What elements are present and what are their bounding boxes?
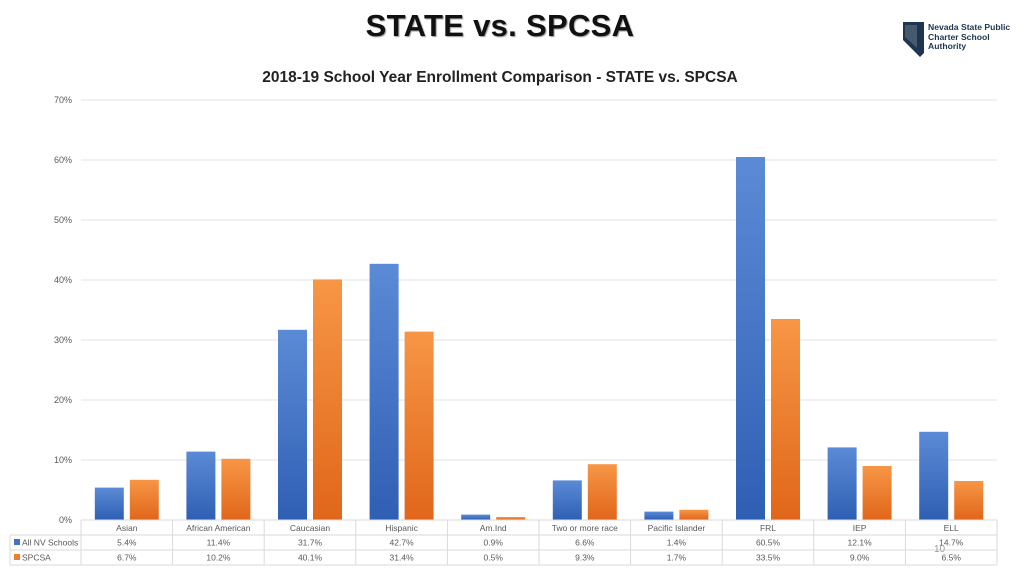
category-label: Pacific Islander: [648, 523, 706, 533]
data-value-label: 9.3%: [575, 553, 595, 563]
bar-spcsa: [221, 458, 251, 520]
data-value-label: 1.4%: [667, 538, 687, 548]
category-label: Asian: [116, 523, 138, 533]
data-value-label: 10.2%: [206, 553, 231, 563]
data-value-label: 42.7%: [390, 538, 415, 548]
category-label: ELL: [944, 523, 959, 533]
bar-spcsa: [862, 466, 892, 520]
category-label: Hispanic: [385, 523, 418, 533]
category-label: Two or more race: [552, 523, 618, 533]
bar-spcsa: [313, 279, 342, 520]
category-label: Caucasian: [290, 523, 330, 533]
bar-all-nv-schools: [644, 511, 674, 520]
bar-all-nv-schools: [736, 157, 765, 520]
y-tick-label: 10%: [54, 455, 72, 465]
data-value-label: 60.5%: [756, 538, 781, 548]
bar-all-nv-schools: [369, 263, 399, 520]
data-value-label: 6.5%: [942, 553, 962, 563]
data-value-label: 12.1%: [848, 538, 873, 548]
legend-swatch: [14, 539, 20, 545]
category-label: IEP: [853, 523, 867, 533]
bar-spcsa: [129, 479, 159, 520]
nevada-state-outline-icon: [903, 22, 924, 57]
bar-all-nv-schools: [919, 431, 949, 520]
logo-text: Nevada State Public Charter School Autho…: [928, 22, 1018, 52]
bar-all-nv-schools: [461, 514, 491, 520]
y-tick-label: 30%: [54, 335, 72, 345]
bar-all-nv-schools: [552, 480, 582, 520]
bar-spcsa: [587, 464, 617, 520]
data-value-label: 6.6%: [575, 538, 595, 548]
bar-all-nv-schools: [186, 451, 216, 520]
category-label: African American: [186, 523, 251, 533]
data-value-label: 0.9%: [484, 538, 504, 548]
logo-line-2: Charter School: [928, 31, 990, 42]
data-value-label: 40.1%: [298, 553, 323, 563]
bar-spcsa: [496, 517, 526, 520]
page-number: 10: [934, 544, 946, 555]
bar-all-nv-schools: [827, 447, 857, 520]
y-tick-label: 70%: [54, 95, 72, 105]
data-value-label: 0.5%: [484, 553, 504, 563]
category-label: FRL: [760, 523, 776, 533]
legend-label: SPCSA: [22, 553, 51, 563]
logo-line-3: Authority: [928, 41, 967, 51]
data-value-label: 11.4%: [207, 538, 231, 548]
spcsa-logo: Nevada State Public Charter School Autho…: [902, 20, 1014, 60]
y-tick-label: 60%: [54, 155, 72, 165]
bar-spcsa: [771, 319, 800, 520]
slide-title: STATE vs. SPCSA: [365, 8, 635, 43]
category-label: Am.Ind: [480, 523, 507, 533]
y-tick-label: 50%: [54, 215, 72, 225]
data-value-label: 31.4%: [390, 553, 415, 563]
bar-spcsa: [954, 481, 984, 520]
data-value-label: 33.5%: [756, 553, 781, 563]
y-tick-label: 40%: [54, 275, 72, 285]
legend-swatch: [14, 554, 20, 560]
bar-spcsa: [679, 509, 709, 520]
y-tick-label: 0%: [59, 515, 72, 525]
data-value-label: 14.7%: [939, 538, 964, 548]
data-value-label: 1.7%: [667, 553, 687, 563]
bar-all-nv-schools: [278, 329, 307, 520]
data-value-label: 6.7%: [117, 553, 137, 563]
data-value-label: 5.4%: [117, 538, 137, 548]
data-value-label: 9.0%: [850, 553, 870, 563]
y-tick-label: 20%: [54, 395, 72, 405]
chart-title: 2018-19 School Year Enrollment Compariso…: [262, 69, 738, 86]
legend-label: All NV Schools: [22, 538, 78, 548]
logo-line-1: Nevada State Public: [928, 22, 1011, 32]
data-value-label: 31.7%: [298, 538, 323, 548]
bar-spcsa: [404, 331, 434, 520]
bar-all-nv-schools: [94, 487, 124, 520]
